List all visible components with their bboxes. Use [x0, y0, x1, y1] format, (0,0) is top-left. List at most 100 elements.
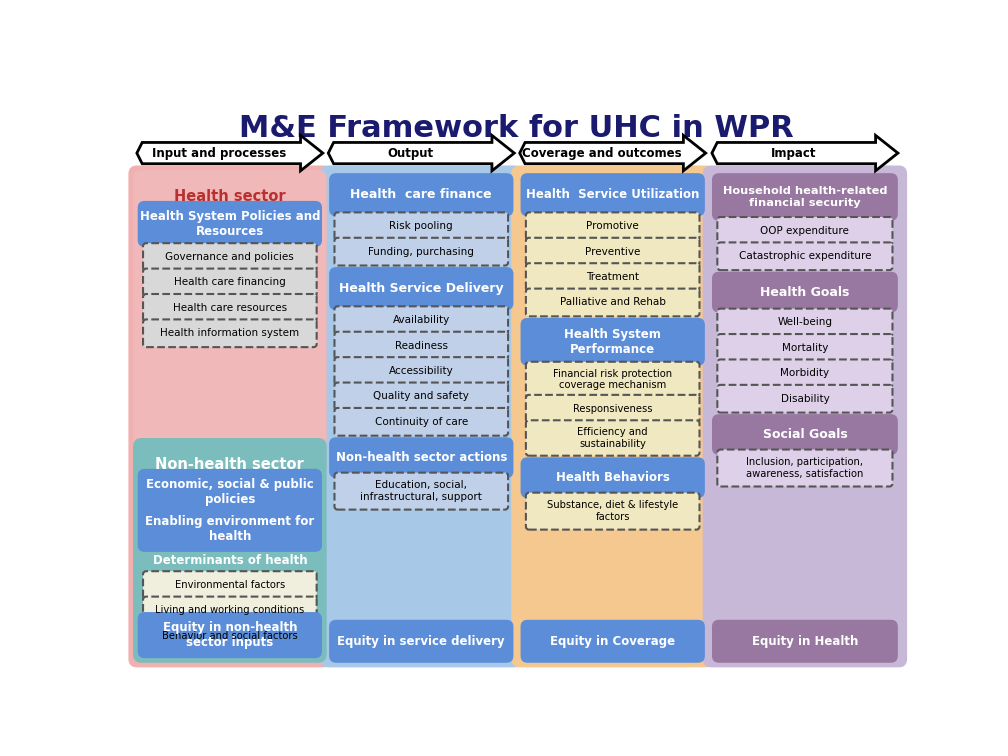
- FancyBboxPatch shape: [143, 243, 317, 271]
- FancyBboxPatch shape: [138, 469, 322, 514]
- FancyBboxPatch shape: [521, 458, 705, 497]
- FancyBboxPatch shape: [526, 238, 700, 265]
- FancyBboxPatch shape: [718, 217, 892, 245]
- Text: Output: Output: [387, 147, 433, 160]
- Text: Palliative and Rehab: Palliative and Rehab: [559, 297, 665, 308]
- FancyBboxPatch shape: [335, 306, 508, 334]
- FancyBboxPatch shape: [704, 166, 906, 667]
- FancyBboxPatch shape: [521, 621, 705, 662]
- FancyBboxPatch shape: [134, 171, 326, 448]
- FancyBboxPatch shape: [526, 395, 700, 423]
- FancyBboxPatch shape: [143, 294, 317, 322]
- FancyBboxPatch shape: [129, 166, 331, 667]
- Text: Living and working conditions: Living and working conditions: [155, 606, 304, 615]
- FancyBboxPatch shape: [143, 622, 317, 649]
- Polygon shape: [712, 135, 898, 171]
- Text: Education, social,
infrastructural, support: Education, social, infrastructural, supp…: [360, 480, 482, 502]
- FancyBboxPatch shape: [526, 420, 700, 456]
- FancyBboxPatch shape: [718, 308, 892, 336]
- FancyBboxPatch shape: [521, 174, 705, 215]
- FancyBboxPatch shape: [713, 415, 897, 454]
- Text: Health System Policies and
Resources: Health System Policies and Resources: [139, 210, 321, 238]
- Text: Health care resources: Health care resources: [172, 303, 287, 313]
- Text: Health  Service Utilization: Health Service Utilization: [526, 188, 700, 201]
- Text: Social Goals: Social Goals: [762, 428, 848, 441]
- FancyBboxPatch shape: [718, 450, 892, 487]
- FancyBboxPatch shape: [335, 357, 508, 385]
- Text: Economic, social & public
policies: Economic, social & public policies: [146, 478, 313, 506]
- Text: Quality and safety: Quality and safety: [373, 392, 469, 401]
- FancyBboxPatch shape: [526, 289, 700, 316]
- FancyBboxPatch shape: [138, 507, 322, 551]
- FancyBboxPatch shape: [143, 596, 317, 624]
- FancyBboxPatch shape: [335, 238, 508, 265]
- FancyBboxPatch shape: [330, 174, 513, 215]
- Text: Equity in Coverage: Equity in Coverage: [550, 635, 675, 648]
- Text: Enabling environment for
health: Enabling environment for health: [145, 515, 314, 543]
- FancyBboxPatch shape: [718, 243, 892, 270]
- FancyBboxPatch shape: [330, 621, 513, 662]
- FancyBboxPatch shape: [713, 174, 897, 220]
- FancyBboxPatch shape: [713, 621, 897, 662]
- Text: M&E Framework for UHC in WPR: M&E Framework for UHC in WPR: [239, 114, 794, 143]
- FancyBboxPatch shape: [143, 319, 317, 347]
- Text: Impact: Impact: [771, 147, 816, 160]
- FancyBboxPatch shape: [138, 202, 322, 246]
- Text: Equity in non-health
sector inputs: Equity in non-health sector inputs: [162, 621, 297, 649]
- Text: Promotive: Promotive: [587, 222, 639, 231]
- FancyBboxPatch shape: [526, 493, 700, 530]
- FancyBboxPatch shape: [718, 359, 892, 387]
- Text: Mortality: Mortality: [782, 343, 829, 353]
- Text: Non-health sector actions: Non-health sector actions: [336, 451, 507, 464]
- Text: Behavior and social factors: Behavior and social factors: [162, 631, 297, 641]
- FancyBboxPatch shape: [330, 268, 513, 309]
- FancyBboxPatch shape: [330, 438, 513, 477]
- Text: Determinants of health: Determinants of health: [152, 554, 307, 567]
- FancyBboxPatch shape: [521, 318, 705, 365]
- Text: Efficiency and
sustainability: Efficiency and sustainability: [578, 427, 648, 449]
- FancyBboxPatch shape: [512, 166, 714, 667]
- FancyBboxPatch shape: [335, 408, 508, 435]
- Text: Environmental factors: Environmental factors: [174, 580, 285, 590]
- FancyBboxPatch shape: [143, 268, 317, 296]
- Text: Health Service Delivery: Health Service Delivery: [339, 282, 504, 295]
- Text: Catastrophic expenditure: Catastrophic expenditure: [739, 251, 871, 262]
- Text: Coverage and outcomes: Coverage and outcomes: [522, 147, 681, 160]
- FancyBboxPatch shape: [526, 212, 700, 240]
- Text: Risk pooling: Risk pooling: [389, 222, 453, 231]
- FancyBboxPatch shape: [526, 362, 700, 397]
- Text: OOP expenditure: OOP expenditure: [760, 226, 850, 236]
- Text: Inclusion, participation,
awareness, satisfaction: Inclusion, participation, awareness, sat…: [746, 457, 864, 479]
- FancyBboxPatch shape: [526, 263, 700, 291]
- FancyBboxPatch shape: [335, 383, 508, 411]
- Text: Funding, purchasing: Funding, purchasing: [368, 246, 474, 256]
- Text: Non-health sector: Non-health sector: [155, 457, 304, 472]
- Text: Continuity of care: Continuity of care: [375, 417, 468, 427]
- Text: Governance and policies: Governance and policies: [165, 252, 294, 262]
- Polygon shape: [520, 135, 706, 171]
- FancyBboxPatch shape: [335, 212, 508, 240]
- FancyBboxPatch shape: [335, 472, 508, 510]
- Text: Health Behaviors: Health Behaviors: [555, 471, 669, 484]
- Text: Health information system: Health information system: [160, 328, 299, 338]
- Text: Readiness: Readiness: [395, 341, 448, 351]
- Text: Equity in service delivery: Equity in service delivery: [338, 635, 505, 648]
- Text: Substance, diet & lifestyle
factors: Substance, diet & lifestyle factors: [547, 500, 678, 522]
- FancyBboxPatch shape: [134, 438, 326, 662]
- FancyBboxPatch shape: [718, 334, 892, 362]
- Text: Equity in Health: Equity in Health: [752, 635, 858, 648]
- Text: Responsiveness: Responsiveness: [573, 404, 652, 414]
- Text: Disability: Disability: [780, 394, 830, 404]
- Text: Well-being: Well-being: [777, 318, 833, 327]
- Text: Health sector: Health sector: [174, 189, 285, 204]
- Text: Treatment: Treatment: [587, 272, 639, 282]
- Text: Availability: Availability: [393, 315, 450, 325]
- Text: Health Goals: Health Goals: [760, 286, 850, 299]
- Text: Health care financing: Health care financing: [174, 277, 285, 287]
- FancyBboxPatch shape: [138, 613, 322, 658]
- Polygon shape: [137, 135, 323, 171]
- Text: Health System
Performance: Health System Performance: [564, 328, 661, 356]
- FancyBboxPatch shape: [713, 272, 897, 311]
- FancyBboxPatch shape: [321, 166, 522, 667]
- Text: Health  care finance: Health care finance: [351, 188, 492, 201]
